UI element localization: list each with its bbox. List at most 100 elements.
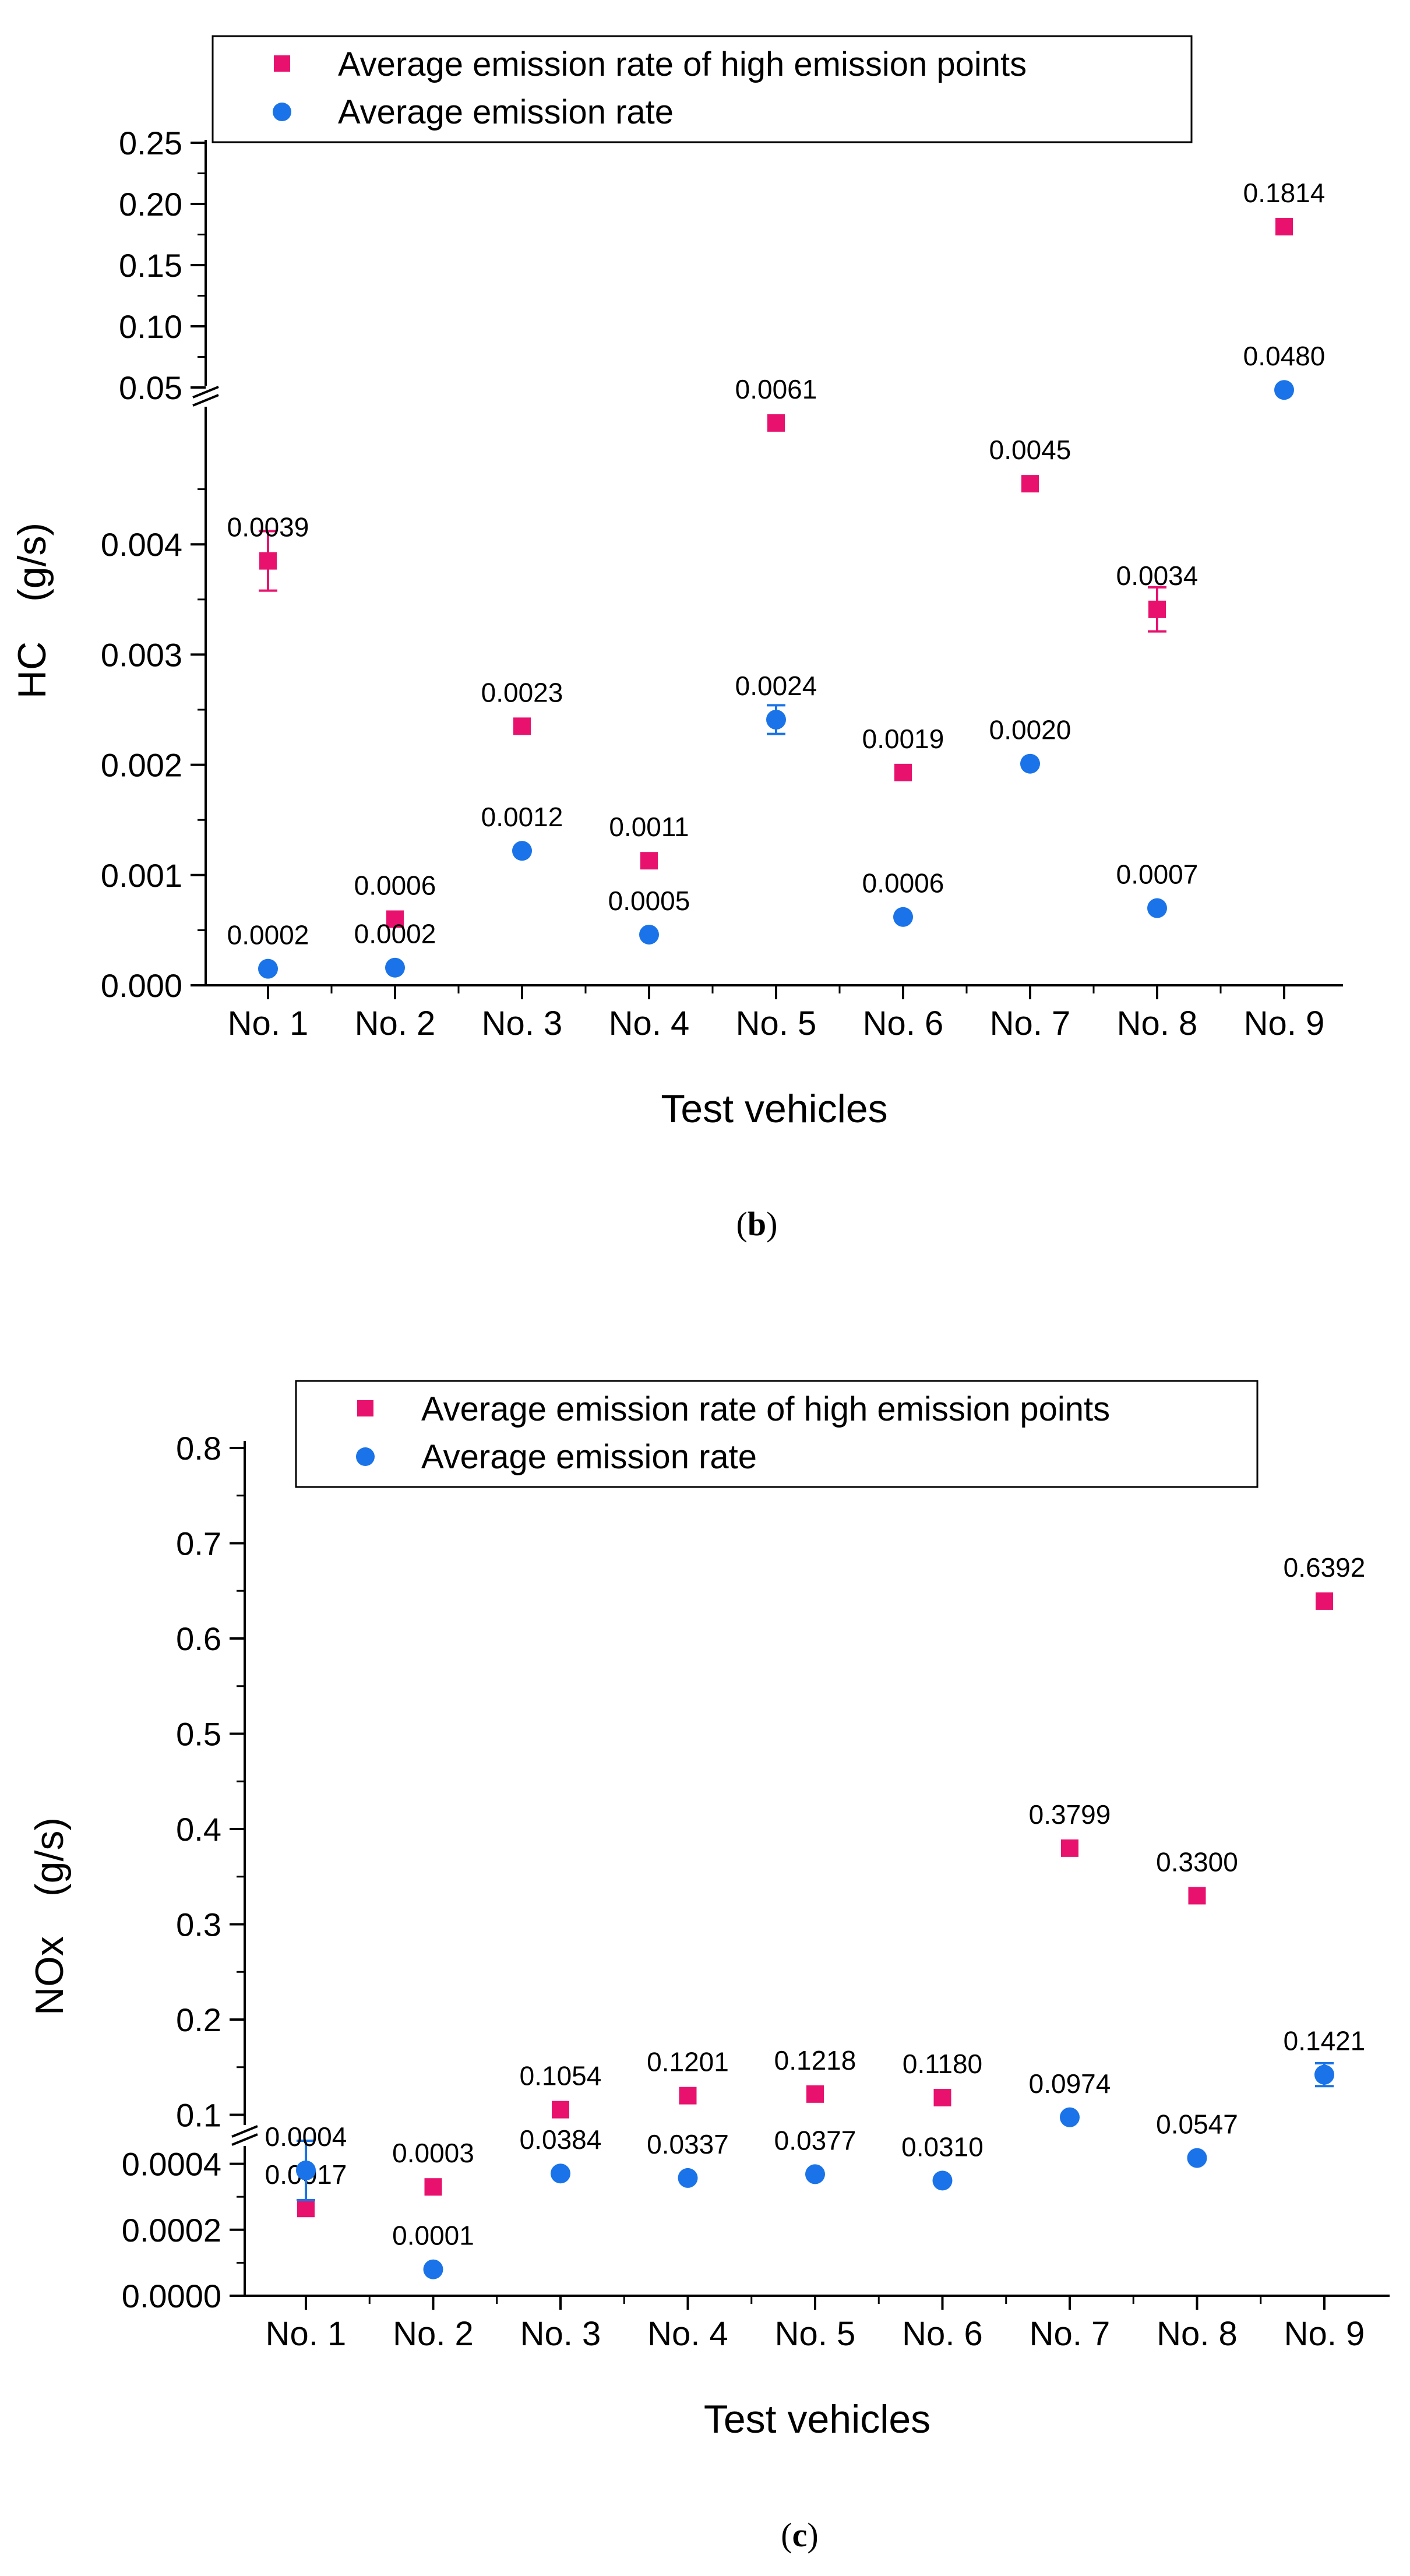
axis-break-mark	[231, 2125, 258, 2138]
x-tick-label: No. 5	[775, 2315, 856, 2353]
data-label: 0.0023	[481, 677, 563, 707]
data-label: 0.3799	[1029, 1799, 1111, 1830]
data-point-avg-8	[1187, 2148, 1207, 2168]
data-point-high-9	[1275, 218, 1293, 236]
data-point-avg-6	[893, 907, 913, 927]
data-point-high-4	[679, 2087, 697, 2105]
data-point-avg-3	[512, 841, 532, 861]
data-label: 0.1054	[520, 2061, 602, 2091]
data-label: 0.0012	[481, 802, 563, 832]
data-label: 0.0007	[1116, 859, 1198, 890]
data-label: 0.0002	[227, 920, 309, 950]
panel-label-letter: c	[792, 2516, 808, 2554]
data-point-high-2	[386, 910, 404, 928]
x-tick-label: No. 6	[902, 2315, 983, 2353]
axis-break-mark	[192, 386, 219, 399]
x-tick-label: No. 7	[1030, 2315, 1111, 2353]
legend-label: Average emission rate of high emission p…	[421, 1390, 1110, 1428]
y-tick-label: 0.002	[101, 747, 182, 784]
y-tick-label: 0.8	[176, 1430, 221, 1467]
y-tick-label: 0.25	[119, 125, 182, 161]
data-label: 0.0034	[1116, 561, 1198, 591]
x-tick-label: No. 3	[482, 1005, 563, 1042]
data-label: 0.0003	[392, 2138, 474, 2168]
data-point-high-5	[806, 2085, 824, 2103]
data-point-high-3	[552, 2101, 569, 2119]
y-axis-title: NOx (g/s)	[27, 1817, 72, 2015]
data-point-avg-2	[423, 2259, 443, 2279]
panel-label-open: (	[781, 2516, 792, 2554]
data-label: 0.0019	[862, 724, 944, 754]
data-label: 0.0011	[609, 812, 689, 842]
data-label: 0.0004	[265, 2122, 347, 2152]
data-point-avg-1	[296, 2160, 316, 2180]
data-label: 0.6392	[1284, 1552, 1366, 1583]
panel-label-letter: b	[748, 1205, 766, 1243]
data-point-avg-3	[551, 2163, 570, 2184]
panel-label-close: )	[807, 2516, 818, 2554]
x-tick-label: No. 6	[863, 1005, 944, 1042]
legend-box	[211, 35, 1193, 143]
data-label: 0.1421	[1284, 2026, 1366, 2056]
chart-panel-b: 0.000 0.001 0.002 0.003 0.004 0.05 0.10 0.15 0.2…	[10, 35, 1343, 1243]
data-point-high-9	[1316, 1592, 1333, 1610]
data-point-high-6	[933, 2089, 951, 2107]
y-tick-label: 0.2	[176, 2001, 221, 2038]
y-tick-label: 0.6	[176, 1620, 221, 1657]
x-tick-label: No. 1	[266, 2315, 347, 2353]
data-point-high-3	[513, 717, 531, 735]
y-tick-label: 0.20	[119, 186, 182, 223]
data-label: 0.0001	[392, 2221, 474, 2251]
data-point-avg-8	[1147, 898, 1167, 918]
x-tick-label: No. 7	[990, 1005, 1071, 1042]
x-tick-label: No. 9	[1244, 1005, 1325, 1042]
data-label: 0.0337	[647, 2129, 729, 2159]
legend-box	[295, 1380, 1259, 1488]
data-point-avg-9	[1274, 380, 1294, 400]
data-point-avg-2	[385, 957, 405, 978]
data-point-high-6	[894, 763, 912, 781]
y-tick-label: 0.5	[176, 1716, 221, 1753]
panel-label-close: )	[766, 1205, 777, 1243]
data-point-avg-4	[639, 924, 659, 945]
y-tick-label: 0.10	[119, 308, 182, 345]
data-label: 0.0045	[989, 435, 1071, 465]
y-tick-label: 0.0004	[122, 2146, 221, 2183]
data-point-high-1	[297, 2200, 315, 2218]
data-label: 0.0005	[608, 886, 690, 916]
x-tick-label: No. 3	[520, 2315, 601, 2353]
data-point-high-7	[1021, 475, 1039, 493]
y-tick-label: 0.3	[176, 1907, 221, 1943]
y-tick-label: 0.000	[101, 967, 182, 1004]
data-label: 0.1201	[647, 2047, 729, 2077]
x-tick-label: No. 1	[228, 1005, 309, 1042]
data-point-high-8	[1188, 1887, 1206, 1905]
data-point-avg-5	[805, 2164, 825, 2184]
x-tick-label: No. 4	[647, 2315, 728, 2353]
y-tick-label: 0.4	[176, 1811, 221, 1848]
data-label: 0.0384	[520, 2124, 602, 2155]
y-tick-label: 0.05	[119, 369, 182, 406]
data-point-avg-6	[932, 2170, 953, 2191]
data-point-avg-9	[1314, 2064, 1334, 2085]
data-label: 0.0039	[227, 512, 309, 542]
data-label: 0.3300	[1156, 1846, 1238, 1877]
data-label: 0.0002	[354, 919, 436, 949]
x-tick-label: No. 9	[1284, 2315, 1365, 2353]
y-tick-label: 0.1	[176, 2097, 221, 2134]
x-tick-label: No. 8	[1157, 2315, 1238, 2353]
panel-label: (b)	[736, 1205, 778, 1243]
axis-break-mark	[231, 2133, 258, 2146]
x-tick-label: No. 2	[393, 2315, 474, 2353]
y-tick-label: 0.0002	[122, 2212, 221, 2249]
y-tick-label: 0.004	[101, 526, 182, 563]
y-tick-label: 0.001	[101, 857, 182, 894]
chart-panel-c: 0.0000 0.0002 0.0004 0.1 0.2 0.3 0.4 0.5 0.6 0.7 0…	[27, 1380, 1390, 2554]
data-label: 0.1180	[903, 2049, 982, 2079]
data-point-high-7	[1061, 1839, 1078, 1857]
circle-marker-icon	[273, 103, 291, 121]
circle-marker-icon	[356, 1447, 375, 1466]
data-point-high-4	[640, 852, 658, 870]
y-tick-label: 0.003	[101, 636, 182, 673]
data-point-high-2	[424, 2178, 442, 2196]
